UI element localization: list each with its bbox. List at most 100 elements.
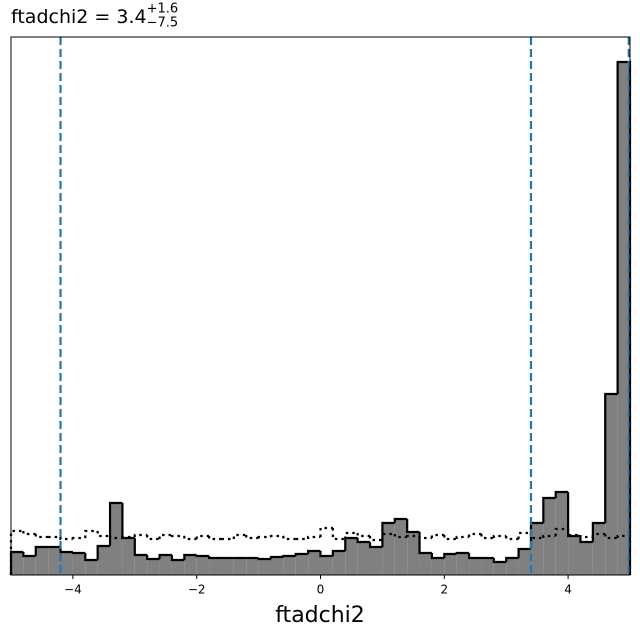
hist-outline	[393, 517, 408, 523]
x-tick-label: −2	[188, 583, 206, 597]
hist-outline	[443, 552, 457, 558]
bar	[85, 560, 98, 575]
bar	[456, 553, 470, 575]
prior-outline	[430, 533, 445, 538]
hist-outline	[133, 538, 148, 557]
prior-outline	[579, 535, 593, 539]
hist-outline	[505, 556, 519, 562]
prior-outline	[195, 534, 210, 539]
prior-outline	[59, 537, 73, 541]
hist-outline	[59, 547, 73, 554]
bar	[233, 558, 247, 575]
bar	[592, 523, 606, 575]
hist-outline	[567, 492, 581, 538]
hist-outline	[331, 549, 346, 556]
x-tick-label: 0	[317, 583, 325, 597]
prior-outline	[443, 535, 457, 541]
bar	[72, 553, 86, 575]
x-tick-label: 4	[564, 583, 572, 597]
bar	[407, 532, 420, 575]
bar	[134, 555, 148, 575]
bar	[122, 538, 135, 575]
bar	[97, 546, 111, 575]
bar	[394, 519, 408, 575]
prior-outline	[331, 528, 346, 541]
hist-outline	[108, 501, 123, 546]
bar	[147, 559, 160, 575]
hist-outline	[554, 490, 569, 498]
bar	[469, 558, 482, 575]
bar	[159, 555, 172, 575]
hist-outline	[170, 555, 185, 562]
bar	[35, 547, 49, 575]
bar	[11, 552, 24, 575]
title-upper: +1.6	[147, 2, 179, 17]
prior-outline	[480, 534, 494, 540]
hist-outline	[146, 555, 160, 561]
bar	[580, 542, 593, 575]
prior-outline	[84, 529, 98, 538]
prior-outline	[269, 534, 284, 538]
x-tick-label: 2	[440, 583, 448, 597]
prior-outline	[344, 531, 358, 539]
prior-outline	[381, 532, 395, 540]
bar	[518, 549, 531, 575]
hist-outline	[294, 552, 309, 556]
hist-outline	[467, 553, 482, 560]
prior-outline	[368, 536, 383, 542]
bar	[23, 556, 36, 575]
prior-outline	[604, 534, 618, 540]
bar	[258, 559, 271, 575]
bar	[493, 562, 507, 575]
prior-outline	[71, 536, 86, 540]
prior-outline	[34, 534, 49, 539]
bar	[481, 558, 494, 575]
hist-outline	[406, 519, 420, 534]
bar	[345, 538, 358, 575]
bar	[196, 556, 210, 575]
prior-outline	[121, 535, 135, 539]
prior-outline	[133, 533, 148, 537]
hist-outline	[207, 556, 222, 560]
bar	[617, 62, 630, 575]
prior-outline	[158, 533, 172, 539]
hist-outline	[430, 553, 445, 560]
bar	[370, 547, 383, 575]
hist-outline	[282, 554, 296, 558]
bar	[568, 536, 581, 575]
prior-outline	[232, 533, 247, 539]
hist-outline	[183, 553, 197, 560]
title-lower: −7.5	[147, 16, 179, 31]
prior-outline	[542, 534, 556, 538]
hist-outline	[604, 392, 618, 523]
hist-outline	[257, 557, 271, 561]
bar	[332, 551, 346, 575]
prior-outline	[406, 534, 420, 538]
hist-outline	[269, 555, 284, 559]
hist-outline	[492, 558, 507, 564]
hist-outline	[22, 552, 36, 558]
hist-outline	[71, 551, 86, 555]
hist-outline	[517, 547, 531, 558]
hist-outline	[319, 551, 333, 558]
bar	[431, 558, 445, 575]
x-axis-label: ftadchi2	[275, 603, 365, 628]
x-tick-label: −4	[64, 583, 82, 597]
bar	[221, 558, 234, 575]
hist-outline	[418, 532, 432, 555]
bar	[283, 556, 296, 575]
prior-outline	[245, 535, 259, 540]
prior-outline	[455, 535, 470, 539]
prior-outline	[282, 536, 296, 541]
hist-outline	[158, 553, 172, 559]
hist-outline	[84, 553, 98, 562]
hist-outline	[368, 542, 383, 549]
bar	[295, 554, 309, 575]
bar	[246, 558, 259, 575]
bar	[171, 560, 185, 575]
bar	[605, 394, 618, 575]
prior-outline	[319, 526, 333, 537]
prior-outline	[616, 534, 630, 538]
bar	[184, 555, 197, 575]
